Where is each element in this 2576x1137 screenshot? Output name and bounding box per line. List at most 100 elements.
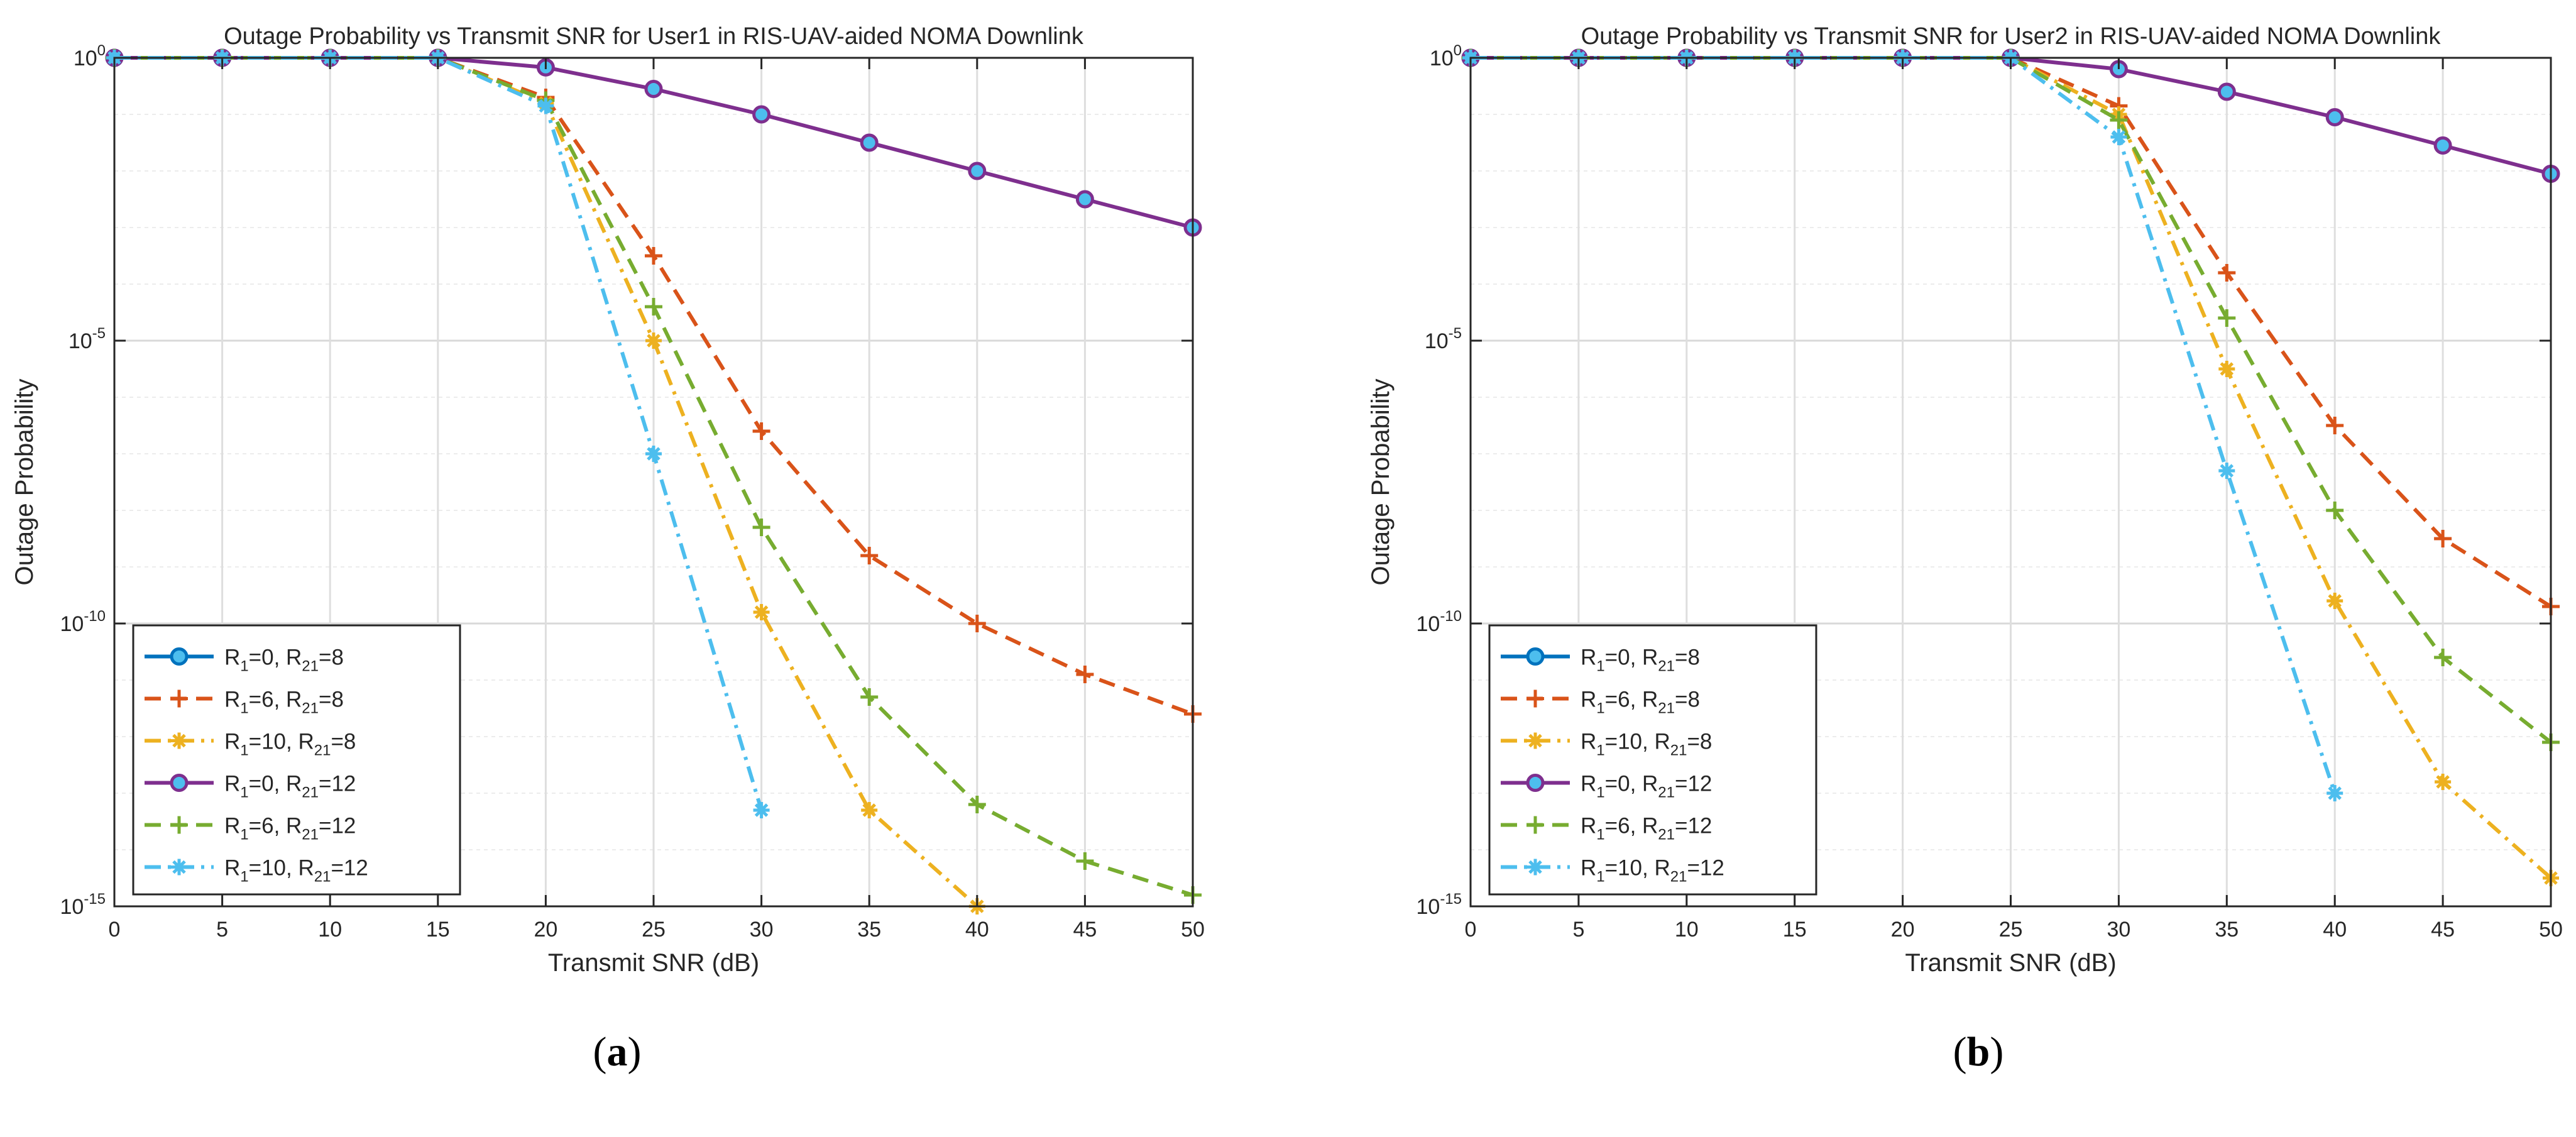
legend-label: R1=0, R21=8 (1581, 645, 1700, 675)
legend-sub: 21 (1670, 742, 1687, 759)
legend-r1-value: 6 (261, 814, 273, 838)
legend-r: R (1581, 645, 1596, 670)
legend-entry: R1=10, R21=12 (145, 856, 368, 886)
legend-marker (170, 689, 188, 708)
legend-marker (1526, 774, 1545, 792)
y-tick-base: 10 (1416, 895, 1440, 919)
x-tick-label: 45 (1073, 918, 1097, 942)
x-tick-label: 25 (642, 918, 666, 942)
data-point (2435, 774, 2452, 790)
data-point (2217, 82, 2236, 101)
y-tick-exponent: -10 (84, 608, 106, 625)
legend-eq: = (1605, 856, 1618, 881)
y-tick-label: 100 (74, 42, 106, 70)
legend-eq: = (249, 730, 261, 754)
legend-label: R1=10, R21=12 (224, 856, 368, 886)
data-point (860, 133, 879, 152)
y-axis-label: Outage Probability (11, 378, 38, 585)
legend-r21-value: 12 (1687, 772, 1712, 796)
legend-r1-value: 0 (261, 645, 273, 670)
legend-marker (170, 816, 188, 834)
chart-panel-a: 0 5 10 15 20 25 30 35 40 45 5010010-510-1010-15Out… (11, 23, 1205, 1075)
legend-r1-value: 10 (261, 856, 286, 881)
legend-r: R (1581, 856, 1596, 881)
legend-sep: , R (274, 645, 302, 670)
legend-sub: 1 (240, 658, 248, 675)
legend-marker (1526, 816, 1544, 834)
y-tick-base: 10 (74, 47, 97, 70)
legend-sub: 1 (240, 869, 248, 886)
data-point (753, 604, 770, 620)
x-tick-label: 35 (2215, 918, 2239, 942)
data-point (1075, 190, 1094, 209)
legend-sub: 21 (1658, 700, 1675, 717)
legend-sep: , R (274, 772, 302, 796)
data-point (645, 247, 662, 265)
legend-eq: = (249, 772, 261, 796)
legend-r21-value: 12 (1687, 814, 1712, 838)
legend-entry: R1=6, R21=12 (145, 814, 356, 843)
y-tick-exponent: 0 (1454, 42, 1462, 59)
legend-r: R (1581, 688, 1596, 712)
data-point (860, 547, 879, 564)
legend-r: R (1581, 814, 1596, 838)
legend-sep: , R (274, 814, 302, 838)
x-axis-label: Transmit SNR (dB) (1905, 949, 2116, 977)
legend-r1-value: 6 (1618, 814, 1630, 838)
data-point (968, 615, 986, 632)
data-point (645, 446, 662, 462)
legend-eq: = (1605, 814, 1618, 838)
chart-title: Outage Probability vs Transmit SNR for U… (224, 23, 1084, 50)
legend-sub: 1 (1596, 742, 1604, 759)
y-tick-label: 10-15 (60, 891, 106, 919)
legend-sub: 1 (1596, 784, 1604, 801)
y-tick-exponent: -15 (84, 891, 106, 908)
legend-sub: 21 (314, 869, 331, 886)
legend-eq: = (1687, 730, 1699, 754)
legend-eq: = (319, 688, 331, 712)
legend-eq: = (1605, 730, 1618, 754)
legend-sub: 1 (240, 784, 248, 801)
legend-r1-value: 0 (1618, 772, 1630, 796)
legend-entry: R1=0, R21=8 (145, 645, 344, 675)
y-tick-label: 10-5 (1425, 325, 1462, 353)
legend-sub: 1 (240, 700, 248, 717)
legend-marker (170, 774, 189, 792)
data-point (2433, 136, 2452, 155)
legend-label: R1=10, R21=8 (1581, 730, 1712, 759)
legend-eq: = (249, 645, 261, 670)
legend-label: R1=6, R21=12 (1581, 814, 1712, 843)
y-tick-exponent: 0 (97, 42, 106, 59)
legend-r21-value: 8 (344, 730, 356, 754)
legend-r1-value: 10 (1618, 730, 1642, 754)
legend: R1=0, R21=8R1=6, R21=8R1=10, R21=8R1=0, … (1488, 624, 1817, 896)
legend-entry: R1=0, R21=12 (145, 772, 356, 801)
legend-label: R1=0, R21=8 (224, 645, 344, 675)
y-tick-base: 10 (69, 329, 92, 353)
chart-panel-b: 0 5 10 15 20 25 30 35 40 45 5010010-510-1010-15Out… (1367, 23, 2563, 1075)
legend-eq: = (319, 645, 331, 670)
legend-label: R1=10, R21=8 (224, 730, 356, 759)
series-line (1471, 56, 2552, 744)
data-point (2327, 785, 2343, 801)
data-point (1076, 666, 1094, 683)
data-point (2327, 593, 2343, 609)
legend-entry: R1=6, R21=8 (1501, 688, 1700, 717)
legend-label: R1=0, R21=12 (1581, 772, 1712, 801)
y-tick-base: 10 (1416, 612, 1440, 636)
legend-sub: 21 (302, 700, 319, 717)
x-tick-label: 45 (2431, 918, 2455, 942)
legend-eq: = (1605, 645, 1618, 670)
data-point (2218, 309, 2236, 327)
legend-eq: = (1675, 772, 1687, 796)
legend-eq: = (249, 814, 261, 838)
legend-r1-value: 10 (261, 730, 286, 754)
panel-label-letter: b (1967, 1029, 1990, 1075)
legend-r: R (224, 772, 240, 796)
legend-sub: 21 (302, 827, 319, 843)
legend-eq: = (1675, 814, 1687, 838)
data-point (644, 80, 663, 98)
data-point (2325, 108, 2344, 126)
legend-marker (1526, 647, 1545, 666)
legend-marker (1527, 859, 1543, 876)
